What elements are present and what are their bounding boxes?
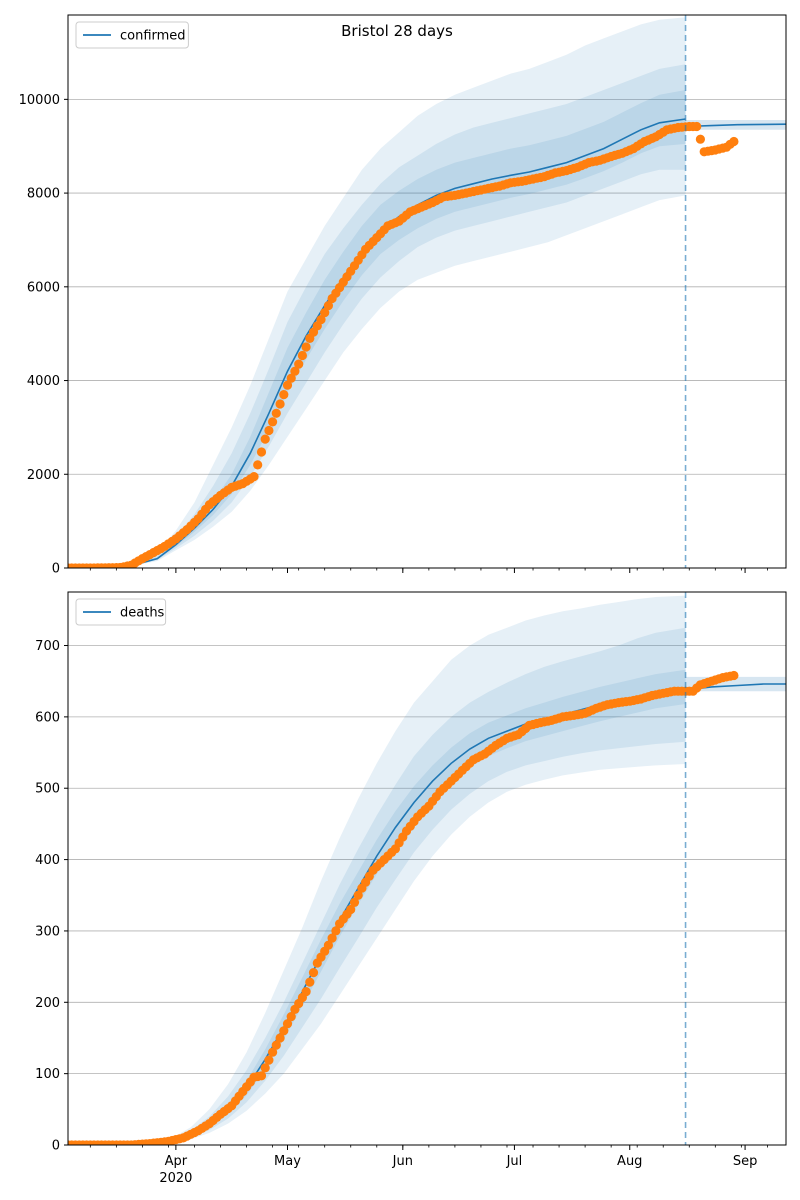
- observed-point: [279, 390, 289, 400]
- x-tick-label: Apr: [165, 1154, 188, 1169]
- uncertainty-band-80pct: [68, 64, 686, 568]
- observed-point: [282, 380, 293, 390]
- x-tick-label: Aug: [617, 1154, 642, 1169]
- observed-point: [268, 1047, 278, 1057]
- observed-point: [294, 359, 304, 369]
- observed-point: [301, 987, 311, 997]
- y-tick-label: 2000: [27, 468, 60, 483]
- observed-point: [264, 425, 274, 436]
- y-tick-label: 300: [35, 924, 60, 939]
- observed-point: [346, 904, 356, 915]
- y-tick-label: 0: [52, 562, 60, 577]
- y-tick-label: 500: [35, 782, 60, 797]
- observed-point: [353, 890, 363, 900]
- y-tick-label: 400: [35, 853, 60, 868]
- observed-point: [349, 897, 360, 908]
- observed-point: [323, 940, 333, 950]
- y-tick-label: 4000: [27, 374, 60, 389]
- observed-point: [260, 1063, 270, 1073]
- y-tick-label: 200: [35, 996, 60, 1011]
- plot-area: [68, 15, 786, 568]
- legend-box: [75, 21, 189, 49]
- observed-point: [308, 968, 319, 978]
- observed-point: [316, 315, 326, 325]
- observed-point: [275, 399, 285, 409]
- deaths-panel: 0 100 200 300 400 500 600 700 Apr 2020 May Jun Jul Au…: [35, 591, 787, 1186]
- legend-box: [75, 598, 167, 626]
- x-tick-sublabel: 2020: [159, 1171, 192, 1186]
- observed-point: [249, 472, 259, 482]
- legend-label: confirmed: [120, 29, 186, 44]
- observed-point: [729, 136, 739, 147]
- observed-point: [286, 373, 296, 383]
- y-tick-label: 8000: [27, 187, 60, 202]
- model-future-line: [685, 123, 786, 128]
- y-tick-label: 0: [52, 1139, 60, 1154]
- plot-area: [68, 592, 786, 1145]
- observed-point: [323, 301, 333, 311]
- y-tick-label: 10000: [19, 93, 60, 108]
- legend: confirmed: [75, 21, 189, 49]
- y-tick-label: 100: [35, 1067, 60, 1082]
- observed-point: [286, 1012, 296, 1022]
- x-tick-label: May: [274, 1154, 301, 1169]
- observed-point: [271, 408, 281, 418]
- axes-frame: [67, 14, 787, 569]
- observed-point: [256, 1071, 267, 1081]
- y-tick-label: 600: [35, 710, 60, 725]
- observed-point: [256, 447, 267, 457]
- observed-points: [68, 670, 739, 1145]
- figure-title: Bristol 28 days: [341, 22, 453, 40]
- observed-point: [695, 134, 706, 144]
- x-tick-label: Sep: [733, 1154, 758, 1169]
- observed-point: [729, 670, 739, 681]
- observed-point: [305, 977, 315, 987]
- observed-point: [290, 366, 300, 376]
- observed-point: [271, 1040, 281, 1050]
- observed-point: [692, 121, 702, 132]
- uncertainty-band-95pct: [68, 17, 686, 568]
- x-tick-label: Jul: [506, 1154, 523, 1169]
- observed-point: [331, 926, 341, 936]
- observed-point: [253, 460, 263, 470]
- y-tick-label: 700: [35, 639, 60, 654]
- observed-point: [327, 933, 337, 943]
- observed-point: [279, 1026, 289, 1036]
- uncertainty-band-80pct: [68, 627, 686, 1145]
- confirmed-panel: 0 2000 4000 6000 8000 10000 confirmed: [19, 14, 787, 577]
- observed-point: [260, 434, 270, 444]
- observed-points: [68, 121, 739, 568]
- axes-frame: [67, 591, 787, 1146]
- legend: deaths: [75, 598, 167, 626]
- observed-point: [264, 1055, 274, 1065]
- legend-label: deaths: [120, 606, 165, 621]
- observed-point: [301, 342, 311, 352]
- observed-point: [282, 1019, 293, 1029]
- observed-point: [297, 350, 307, 361]
- observed-point: [268, 417, 278, 427]
- observed-point: [275, 1033, 285, 1043]
- x-tick-label: Jun: [392, 1154, 413, 1169]
- observed-point: [320, 308, 330, 318]
- y-tick-label: 6000: [27, 280, 60, 295]
